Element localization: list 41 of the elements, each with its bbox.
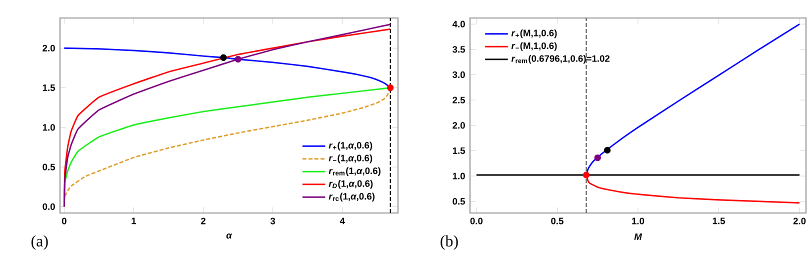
point bbox=[234, 56, 242, 63]
x-tick-label: 2 bbox=[200, 218, 206, 224]
point bbox=[604, 146, 611, 154]
legend-label: r$_{rem}$(0.6796,1,0.6)=1.02 bbox=[511, 54, 610, 64]
y-tick-label: 0.0 bbox=[42, 203, 55, 210]
y-tick-label: 2.0 bbox=[42, 44, 55, 52]
y-tick-label: 3.0 bbox=[452, 71, 465, 78]
point bbox=[220, 54, 227, 61]
y-tick-label: 4.0 bbox=[452, 20, 465, 28]
y-tick-label: 1.5 bbox=[42, 84, 56, 92]
x-tick-label: 1.0 bbox=[632, 218, 644, 224]
x-tick-label: 0.0 bbox=[470, 218, 483, 224]
x-axis-title: M bbox=[634, 233, 642, 240]
y-tick-label: 0.5 bbox=[42, 164, 56, 170]
legend-label: r$_{−}$(M,1,0.6) bbox=[511, 42, 557, 51]
x-axis-title: α bbox=[226, 233, 232, 239]
x-tick-label: 1.5 bbox=[712, 218, 726, 224]
y-tick-label: 1.0 bbox=[452, 172, 465, 180]
x-tick-label: 0.5 bbox=[551, 218, 564, 224]
y-tick-label: 1.0 bbox=[42, 124, 55, 131]
legend-label: r$_{+}$(1,α,0.6) bbox=[328, 142, 372, 150]
legend-label: r$_{rem}$(1,α,0.6) bbox=[328, 167, 380, 176]
y-tick-label: 2.0 bbox=[452, 122, 465, 129]
legend-label: r$_{−}$(1,α,0.6) bbox=[328, 154, 372, 164]
point bbox=[582, 172, 590, 178]
x-tick-label: 3 bbox=[270, 218, 276, 224]
point bbox=[594, 154, 601, 162]
y-tick-label: 1.5 bbox=[452, 147, 466, 154]
y-tick-label: 2.5 bbox=[452, 96, 466, 104]
x-tick-label: 4 bbox=[340, 218, 345, 224]
x-tick-label: 0 bbox=[62, 218, 66, 224]
point bbox=[387, 84, 394, 92]
text: (b) bbox=[440, 235, 458, 250]
y-tick-label: 0.5 bbox=[452, 198, 466, 205]
legend-label: r$_{rc}$(1,α,0.6) bbox=[328, 192, 375, 202]
text: r$_{D}$(1,α,0.6) bbox=[328, 180, 373, 189]
y-tick-label: 3.5 bbox=[452, 46, 466, 53]
legend-label: r$_{+}$(M,1,0.6) bbox=[511, 29, 557, 38]
text: (a) bbox=[31, 235, 48, 250]
x-tick-label: 1 bbox=[132, 218, 136, 224]
x-tick-label: 2.0 bbox=[793, 218, 806, 224]
